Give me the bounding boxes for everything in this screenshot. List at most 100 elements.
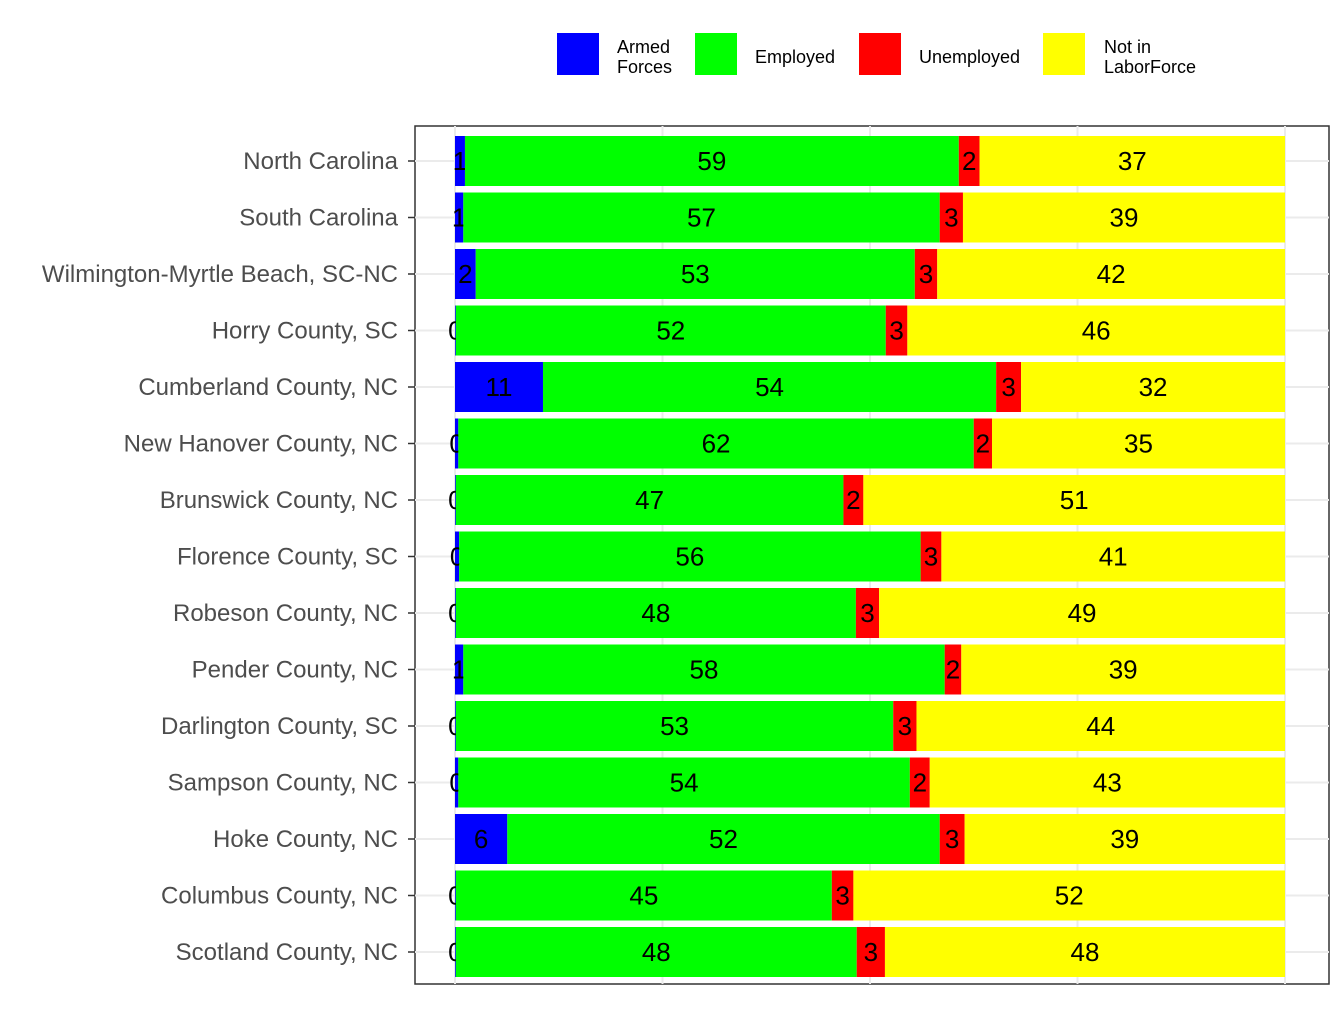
bar-segment — [455, 305, 886, 356]
data-label: 35 — [1124, 429, 1153, 459]
bar-segment — [464, 136, 959, 186]
data-label: 3 — [924, 542, 938, 572]
data-label: 43 — [1093, 768, 1122, 798]
bar-segment — [475, 249, 915, 299]
bar-row: 0 52 3 46 — [448, 305, 1285, 356]
bar-segment — [455, 814, 508, 864]
data-label: 45 — [629, 881, 658, 911]
bar-segment — [920, 531, 942, 582]
data-label: 1 — [452, 203, 466, 233]
bar-segment — [885, 305, 908, 356]
bar-segment — [853, 870, 1285, 921]
bar-segment — [542, 362, 997, 412]
data-label: 3 — [944, 203, 958, 233]
data-label: 46 — [1082, 316, 1111, 346]
bar-segment — [856, 927, 885, 977]
bar-segment — [961, 644, 1285, 695]
data-label: 56 — [675, 542, 704, 572]
bar-segment — [455, 249, 476, 299]
bar-segment — [458, 418, 974, 469]
bar-segment — [455, 757, 459, 808]
data-label: 58 — [690, 655, 719, 685]
category-label: Pender County, NC — [192, 657, 398, 684]
category-label: Robeson County, NC — [173, 600, 398, 627]
legend-key — [859, 33, 901, 75]
bar-segment — [455, 305, 456, 356]
bar-segment — [879, 588, 1285, 638]
bar-segment — [944, 644, 962, 695]
bar-segment — [463, 644, 945, 695]
data-label: 32 — [1139, 372, 1168, 402]
data-label: 6 — [474, 824, 488, 854]
legend-item: Employed — [695, 33, 835, 75]
bar-segment — [831, 870, 854, 921]
data-label: 52 — [709, 824, 738, 854]
data-label: 62 — [702, 429, 731, 459]
data-label: 2 — [976, 429, 990, 459]
bar-segment — [979, 136, 1285, 186]
bar-row: 0 48 3 49 — [448, 588, 1285, 638]
category-label: South Carolina — [239, 205, 398, 232]
bar-segment — [884, 927, 1285, 977]
bar-segment — [459, 531, 921, 582]
data-label: 53 — [681, 259, 710, 289]
bar-segment — [455, 927, 857, 977]
category-label: Darlington County, SC — [161, 713, 398, 740]
data-label: 3 — [1001, 372, 1015, 402]
bar-row: 0 47 2 51 — [448, 475, 1285, 525]
bar-segment — [958, 136, 980, 186]
category-label: Hoke County, NC — [213, 826, 398, 853]
bar-segment — [962, 192, 1285, 243]
data-label: 2 — [946, 655, 960, 685]
category-label: North Carolina — [243, 148, 398, 175]
legend-key — [695, 33, 737, 75]
category-label: New Hanover County, NC — [124, 431, 398, 458]
bar-segment — [507, 814, 940, 864]
data-label: 49 — [1068, 598, 1097, 628]
bar-segment — [907, 305, 1285, 356]
bar-row: 0 45 3 52 — [448, 870, 1285, 921]
data-label: 2 — [458, 259, 472, 289]
legend-label: Unemployed — [919, 47, 1020, 67]
legend-item: Unemployed — [859, 33, 1020, 75]
bar-segment — [929, 757, 1285, 808]
bar-row: 1 59 2 37 — [453, 136, 1285, 186]
bar-segment — [455, 870, 456, 921]
bar-segment — [964, 814, 1285, 864]
bar-segment — [455, 475, 456, 525]
data-label: 3 — [898, 711, 912, 741]
bar-row: 11 54 3 32 — [455, 362, 1285, 412]
bar-segment — [916, 701, 1285, 751]
legend-label: Armed Forces — [617, 37, 672, 77]
data-label: 48 — [642, 937, 671, 967]
legend-item: Armed Forces — [557, 33, 672, 77]
data-label: 54 — [755, 372, 784, 402]
bar-segment — [939, 814, 965, 864]
data-label: 51 — [1060, 485, 1089, 515]
data-label: 1 — [453, 146, 467, 176]
data-label: 54 — [670, 768, 699, 798]
legend: Armed Forces Employed Unemployed Not in Labor… — [557, 33, 1196, 77]
data-label: 59 — [697, 146, 726, 176]
bar-row: 0 54 2 43 — [449, 757, 1285, 808]
data-label: 11 — [485, 372, 512, 402]
category-label: Sampson County, NC — [168, 770, 398, 797]
bar-segment — [458, 757, 910, 808]
data-label: 44 — [1086, 711, 1115, 741]
bar-segment — [893, 701, 917, 751]
data-label: 3 — [919, 259, 933, 289]
legend-label: Not in LaborForce — [1104, 37, 1196, 77]
legend-key — [557, 33, 599, 75]
legend-key — [1043, 33, 1085, 75]
data-label: 3 — [860, 598, 874, 628]
data-label: 37 — [1118, 146, 1147, 176]
data-label: 2 — [846, 485, 860, 515]
bar-segment — [455, 701, 456, 751]
bar-row: 2 53 3 42 — [455, 249, 1285, 299]
category-label: Horry County, SC — [212, 318, 398, 345]
bar-segment — [973, 418, 993, 469]
bar-segment — [455, 136, 465, 186]
